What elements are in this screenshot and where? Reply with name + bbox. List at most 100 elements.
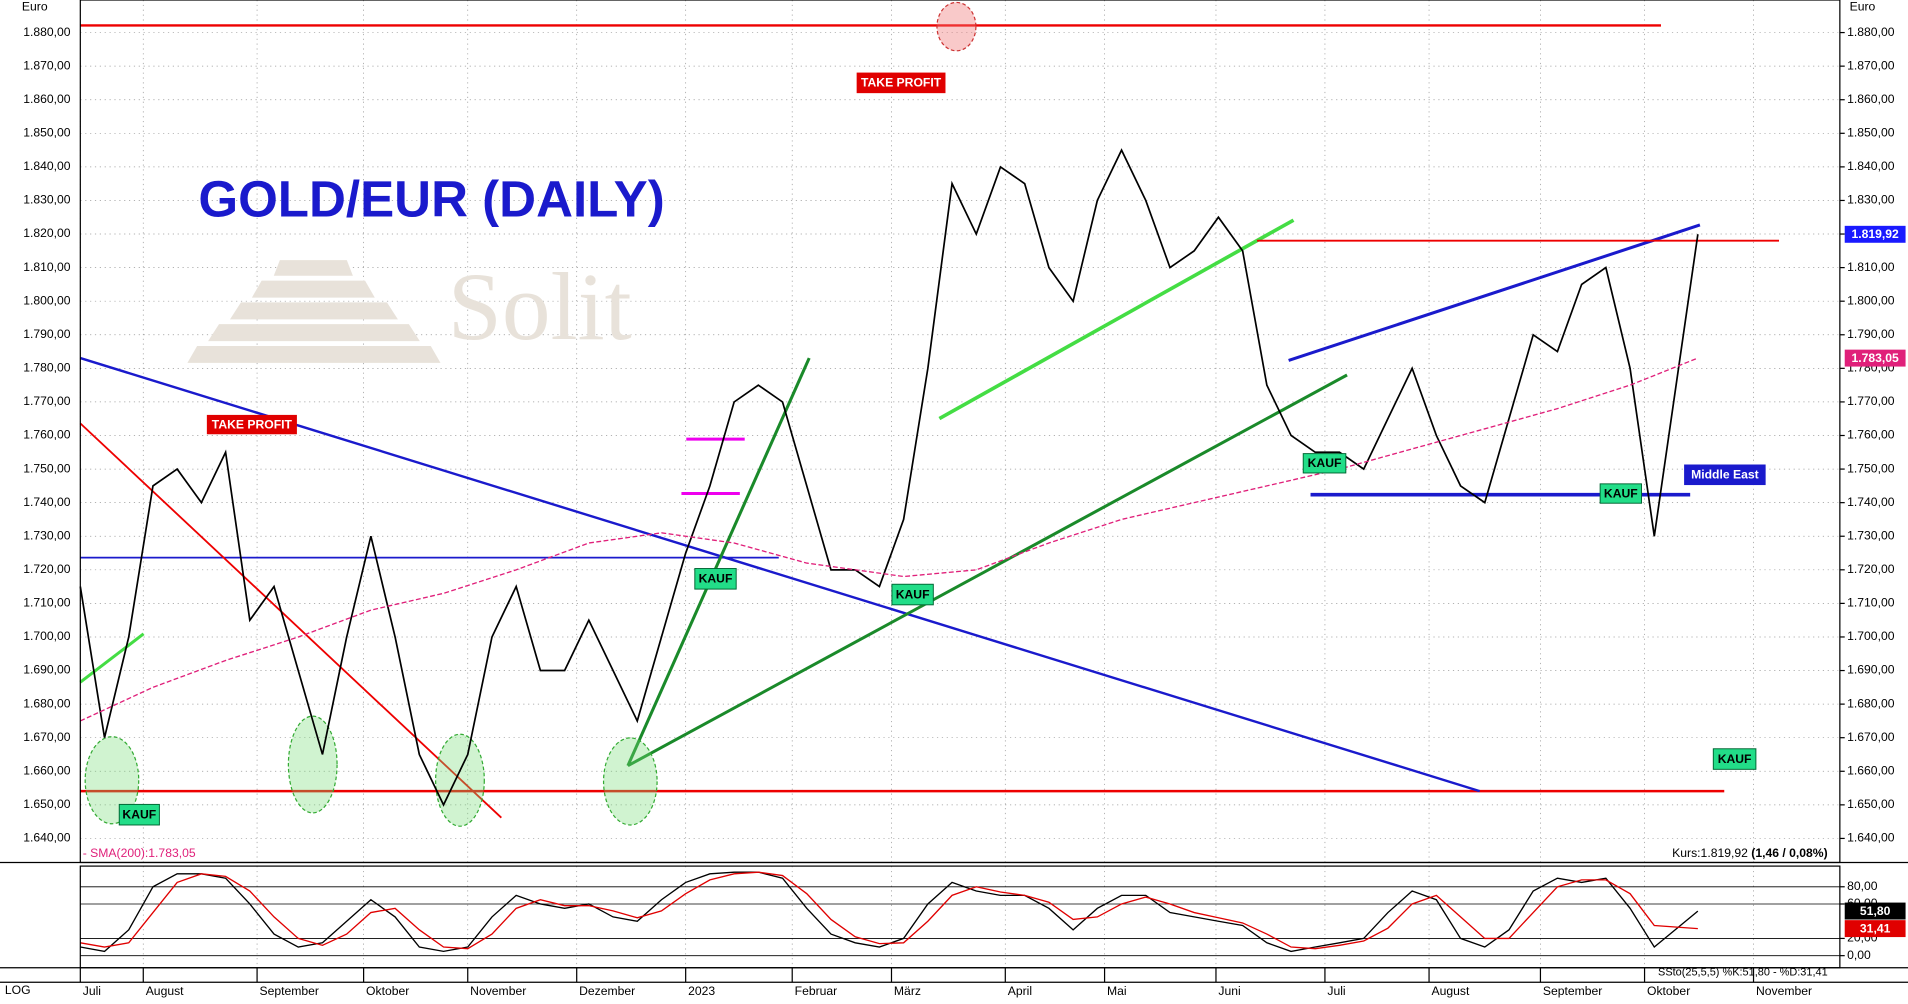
annotation-box (856, 72, 946, 94)
y-axis-title: Euro (22, 0, 48, 13)
y-tick-label: 1.810,00 (23, 260, 71, 274)
price-tag-label: 51,80 (1860, 904, 1891, 918)
y-tick-label-right: 1.870,00 (1847, 58, 1895, 72)
x-tick-label: November (470, 984, 526, 998)
x-tick-label: November (1756, 984, 1812, 998)
annotation-label: TAKE PROFIT (861, 76, 942, 90)
y-tick-label-right: 1.710,00 (1847, 596, 1895, 610)
plot-area (79, 148, 1699, 953)
y-tick-label-right: 1.800,00 (1847, 293, 1895, 307)
kurs-change: (1,46 / 0,08%) (1751, 846, 1827, 860)
x-tick-label: 2023 (688, 984, 715, 998)
annotation-label: KAUF (122, 808, 156, 822)
price-tag (1844, 902, 1906, 920)
y-tick-label: 1.830,00 (23, 193, 71, 207)
price-tag-label: 31,41 (1860, 921, 1891, 935)
y-tick-label-right: 1.860,00 (1847, 92, 1895, 106)
x-tick-label: Februar (795, 984, 838, 998)
y-tick-label-right: 1.700,00 (1847, 629, 1895, 643)
watermark-text: Solit (448, 253, 632, 360)
annotation-label: KAUF (1308, 456, 1342, 470)
x-tick-label: Juli (1327, 984, 1345, 998)
x-tick-label: August (1431, 984, 1469, 998)
annotation-box (891, 583, 934, 606)
y-tick-label: 1.790,00 (23, 327, 71, 341)
y-tick-label: 1.820,00 (23, 226, 71, 240)
series-line (79, 148, 1699, 807)
y-tick-label: 1.660,00 (23, 764, 71, 778)
y-tick-label-right: 1.740,00 (1847, 495, 1895, 509)
x-tick-label: Juni (1218, 984, 1240, 998)
kurs-label: Kurs:1.819,92 (1,46 / 0,08%) (1672, 846, 1828, 860)
annotation-label: Middle East (1691, 468, 1759, 482)
annotation-box (1712, 748, 1757, 770)
x-tick-label: Mai (1107, 984, 1127, 998)
y-tick-label: 1.840,00 (23, 159, 71, 173)
y-tick-label: 1.680,00 (23, 696, 71, 710)
annotations: 1.819,92 1.783,05 51,80 31,41 TAKE PROFIT TAK… (118, 72, 1906, 938)
y-tick-label: 1.860,00 (23, 92, 71, 106)
y-tick-label: 1.750,00 (23, 461, 71, 475)
y-tick-label-right: 1.670,00 (1847, 730, 1895, 744)
annotation-label: KAUF (699, 572, 733, 586)
chart-title: GOLD/EUR (DAILY) (198, 171, 664, 228)
y-tick-label-right: 1.850,00 (1847, 126, 1895, 140)
kurs-price: Kurs:1.819,92 (1672, 846, 1748, 860)
y-tick-label: 1.800,00 (23, 293, 71, 307)
annotation-box (1599, 483, 1642, 504)
price-tag (1844, 225, 1906, 243)
y-tick-label: 1.770,00 (23, 394, 71, 408)
y-axis-title-right: Euro (1850, 0, 1876, 13)
sma-label: - SMA(200):1.783,05 (83, 846, 196, 860)
annotation-label: KAUF (1604, 486, 1638, 500)
y-tick-label: 1.720,00 (23, 562, 71, 576)
y-tick-label: 1.670,00 (23, 730, 71, 744)
y-tick-label: 1.650,00 (23, 797, 71, 811)
price-tag-label: 1.819,92 (1851, 227, 1899, 241)
y-tick-label-right: 1.790,00 (1847, 327, 1895, 341)
watermark: Solit (187, 253, 632, 363)
y-tick-label: 1.780,00 (23, 361, 71, 375)
y-tick-label-right: 1.830,00 (1847, 193, 1895, 207)
y-tick-label-right: 1.660,00 (1847, 764, 1895, 778)
x-tick-label: Juli (83, 984, 101, 998)
y-tick-label-right: 1.690,00 (1847, 663, 1895, 677)
x-tick-label: September (260, 984, 319, 998)
x-tick-label: August (146, 984, 184, 998)
price-tag-label: 1.783,05 (1851, 351, 1899, 365)
annotation-box (1684, 464, 1766, 486)
y-tick-label-right: 1.720,00 (1847, 562, 1895, 576)
annotation-box (206, 414, 297, 435)
annotation-label: KAUF (896, 587, 930, 601)
trendlines (79, 24, 1780, 819)
frames (0, 0, 1908, 983)
annotation-box (1302, 453, 1347, 474)
y-tick-label-right: 80,00 (1847, 879, 1878, 893)
y-tick-label-right: 1.650,00 (1847, 797, 1895, 811)
x-tick-label: April (1008, 984, 1032, 998)
y-tick-label-right: 1.770,00 (1847, 394, 1895, 408)
y-tick-label: 1.760,00 (23, 428, 71, 442)
y-tick-label-right: 1.680,00 (1847, 696, 1895, 710)
price-tag (1844, 920, 1906, 938)
y-tick-label: 1.850,00 (23, 126, 71, 140)
log-button[interactable]: LOG (5, 983, 31, 997)
y-tick-label-right: 1.810,00 (1847, 260, 1895, 274)
y-tick-label-right: 1.880,00 (1847, 25, 1895, 39)
x-tick-label: Dezember (579, 984, 635, 998)
annotation-box (118, 803, 160, 826)
price-tag (1844, 349, 1906, 367)
series-line (80, 871, 1699, 953)
y-tick-label-right: 1.840,00 (1847, 159, 1895, 173)
y-tick-label: 1.690,00 (23, 663, 71, 677)
stoch-legend: SSto(25,5,5) %K:51,80 - %D:31,41 (1658, 966, 1828, 978)
y-tick-label-right: 0,00 (1847, 948, 1871, 962)
y-tick-label: 1.640,00 (23, 831, 71, 845)
y-tick-label: 1.740,00 (23, 495, 71, 509)
annotation-box (694, 568, 737, 590)
x-tick-label: März (894, 984, 921, 998)
annotation-label: KAUF (1718, 752, 1752, 766)
series-line (80, 871, 1698, 950)
